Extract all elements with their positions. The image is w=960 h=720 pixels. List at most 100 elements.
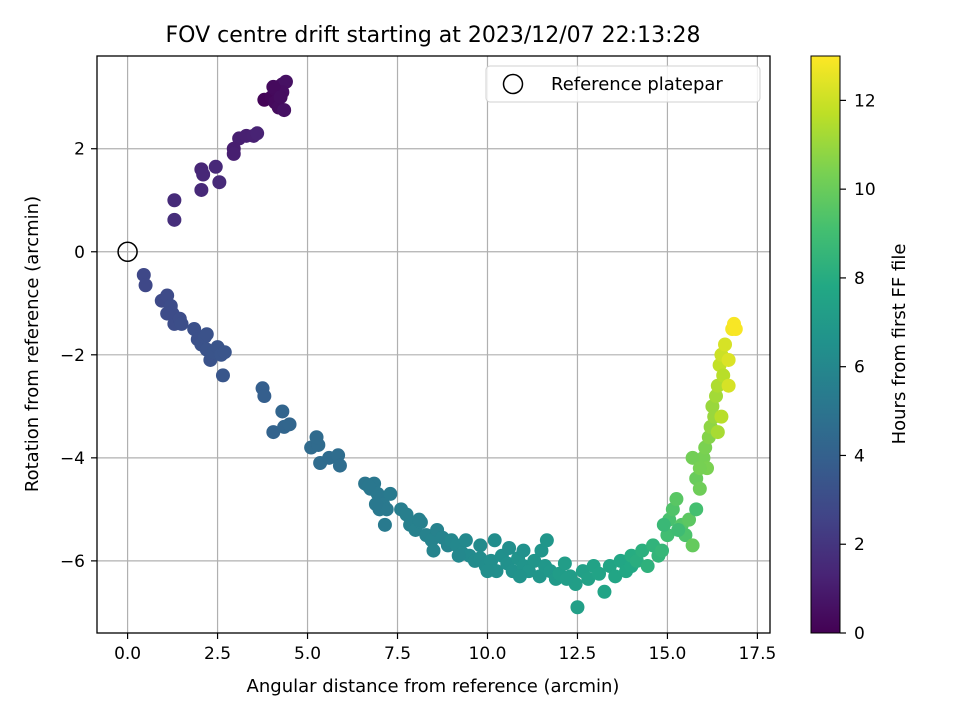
legend-box [485,65,761,103]
data-point [282,417,297,432]
data-point [208,159,223,174]
data-point [426,543,441,558]
data-point [608,569,623,584]
data-point [194,182,209,197]
x-axis-ticks: 0.0 2.5 5.0 7.5 10.0 12.5 15.0 17.5 [114,633,776,664]
data-point [215,368,230,383]
data-point [332,458,347,473]
data-point [473,538,488,553]
colorbar-tick-label: 12 [854,91,876,111]
data-point [721,378,736,393]
data-point [331,448,346,463]
data-point [458,533,473,548]
data-point [640,559,655,574]
data-point [718,337,733,352]
data-point [527,553,542,568]
data-point [138,278,153,293]
plot-frame [96,55,771,634]
colorbar-tick-label: 4 [854,446,865,466]
data-point [136,267,151,282]
data-point [226,146,241,161]
data-point [716,368,731,383]
data-point [692,481,707,496]
data-point [714,409,729,424]
x-tick-label: 10.0 [469,644,507,664]
x-tick-label: 2.5 [204,644,231,664]
data-point [277,103,292,118]
legend-label-reference: Reference platepar [551,74,723,95]
data-point [581,571,596,586]
data-point [309,430,324,445]
data-point [597,584,612,599]
data-point [273,90,288,105]
data-point [656,517,671,532]
data-point [669,492,684,507]
y-tick-label: −6 [60,552,85,572]
legend: Reference platepar [485,65,761,103]
chart-title: FOV centre drift starting at 2023/12/07 … [166,23,701,48]
data-point [383,486,398,501]
data-point [559,571,574,586]
data-point [212,175,227,190]
colorbar-tick-label: 2 [854,535,865,555]
data-point [689,502,704,517]
x-tick-label: 12.5 [559,644,597,664]
x-tick-label: 7.5 [384,644,411,664]
y-tick-label: −2 [60,346,85,366]
x-tick-label: 5.0 [294,644,321,664]
data-point [480,564,495,579]
data-point [516,543,531,558]
y-axis-label: Rotation from reference (arcmin) [22,196,43,492]
data-point [217,345,232,360]
data-point [635,543,650,558]
data-point [275,404,290,419]
data-point [250,126,265,141]
data-point [613,553,628,568]
data-point [728,322,743,337]
data-point [570,600,585,615]
data-point [167,193,182,208]
data-point [266,79,281,94]
colorbar-tick-label: 6 [854,358,865,378]
data-point [199,327,214,342]
data-point [424,533,439,548]
data-point [487,533,502,548]
x-tick-label: 17.5 [738,644,776,664]
reference-platepar-marker [117,241,138,263]
data-point [377,517,392,532]
data-point [174,316,189,331]
data-point [266,425,281,440]
colorbar-tick-label: 8 [854,269,865,289]
data-point [412,512,427,527]
data-point [682,512,697,527]
x-tick-label: 15.0 [649,644,687,664]
colorbar-tick-label: 0 [854,624,865,644]
data-point [502,540,517,555]
data-point [160,306,175,321]
x-tick-label: 0.0 [114,644,141,664]
data-points [117,74,743,615]
y-tick-label: −4 [60,449,85,469]
data-point [534,543,549,558]
data-point [451,548,466,563]
data-point [532,569,547,584]
data-point [709,389,724,404]
data-point [368,497,383,512]
data-point [557,556,572,571]
y-tick-label: 0 [74,243,85,263]
data-point [710,378,725,393]
data-point [196,167,211,182]
data-point [361,479,376,494]
data-point [629,553,644,568]
data-point [167,212,182,227]
colorbar-ticks: 0 2 4 6 8 10 12 [840,91,876,644]
data-point [592,566,607,581]
data-point [721,352,736,367]
data-point [671,522,686,537]
colorbar [810,55,841,634]
y-axis-ticks: −6 −4 −2 0 2 [60,140,97,572]
colorbar-label: Hours from first FF file [889,244,910,445]
x-axis-label: Angular distance from reference (arcmin) [247,676,620,697]
colorbar-tick-label: 10 [854,180,876,200]
